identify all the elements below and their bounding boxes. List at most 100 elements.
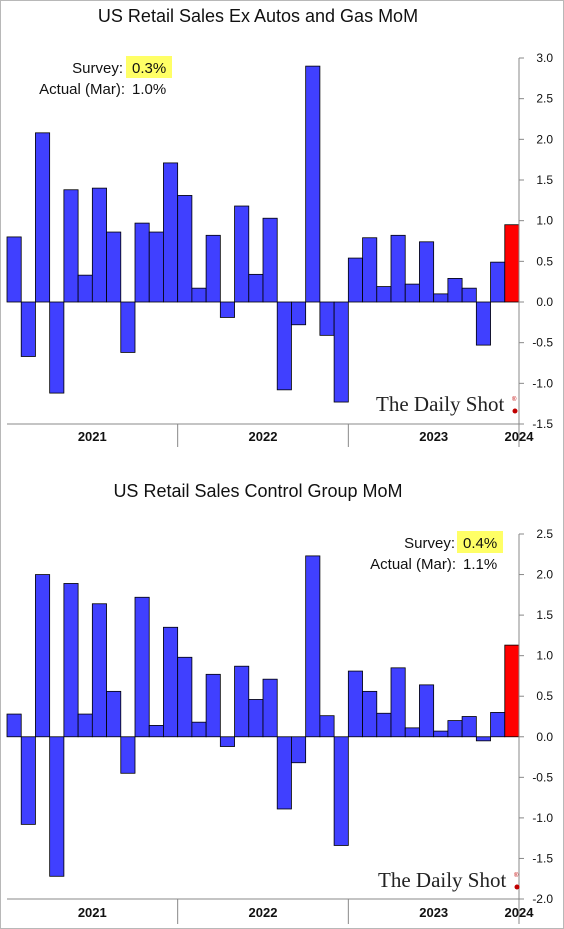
year-label: 2023 [419, 429, 448, 444]
logo-text: The Daily Shot [378, 868, 506, 892]
registered-mark: ® [514, 872, 519, 879]
bar [248, 699, 264, 738]
bar [461, 287, 477, 303]
bar [433, 730, 449, 738]
bar [433, 293, 449, 303]
bar [376, 712, 392, 738]
bar [276, 301, 292, 391]
bar [490, 261, 506, 303]
y-tick-label: -1.0 [532, 811, 553, 825]
y-tick-label: 2.0 [536, 568, 553, 582]
bar [291, 736, 307, 764]
bar [447, 278, 463, 303]
bar [91, 187, 107, 303]
survey-highlight [126, 56, 172, 78]
year-label: 2021 [78, 905, 107, 920]
logo: The Daily Shot ® [378, 868, 520, 892]
bar [319, 301, 335, 336]
bar [248, 273, 264, 303]
bar [447, 720, 463, 738]
bar [163, 626, 179, 738]
bar [234, 205, 250, 303]
bar [205, 234, 221, 303]
y-tick-label: 0.0 [536, 295, 553, 309]
bar [177, 656, 193, 738]
survey-value: 0.3% [132, 60, 166, 77]
bar [404, 727, 420, 738]
bar [148, 231, 164, 303]
bar [276, 736, 292, 810]
bar [205, 673, 221, 738]
year-label: 2021 [78, 429, 107, 444]
logo-dot-icon [514, 884, 520, 890]
bar [219, 736, 235, 747]
y-tick-label: -1.5 [532, 417, 553, 431]
year-label: 2023 [419, 905, 448, 920]
y-tick-label: -0.5 [532, 336, 553, 350]
bar [35, 574, 51, 738]
y-tick-label: -1.0 [532, 376, 553, 390]
y-tick-label: 2.0 [536, 132, 553, 146]
bar [376, 286, 392, 303]
survey-highlight [457, 531, 503, 553]
y-tick-label: 1.0 [536, 649, 553, 663]
bar [390, 667, 406, 738]
logo-dot-icon [512, 408, 518, 414]
bar [390, 234, 406, 303]
bar [490, 712, 506, 738]
chart-control-group: US Retail Sales Control Group MoM 2.5 2.0… [6, 481, 553, 924]
bar [419, 241, 435, 303]
bar [120, 736, 136, 774]
bar [134, 222, 150, 303]
bar [475, 736, 491, 742]
year-label: 2022 [249, 429, 278, 444]
chart-ex-autos-gas: US Retail Sales Ex Autos and Gas MoM 3.0… [6, 6, 553, 447]
bar [234, 665, 250, 738]
y-tick-label: 0.0 [536, 730, 553, 744]
bar [262, 678, 278, 738]
bar [91, 603, 107, 738]
bar [362, 690, 378, 738]
bar [419, 684, 435, 738]
plot-area: 3.0 2.5 2.0 1.5 1.0 0.5 0.0 -0.5 -1.0 -1.5 2021 202… [6, 51, 553, 447]
bar [362, 237, 378, 303]
bar [106, 231, 122, 303]
bar [504, 644, 520, 738]
logo-text: The Daily Shot [376, 392, 504, 416]
bar [333, 736, 349, 846]
bar [63, 583, 79, 738]
bar [305, 65, 321, 303]
y-tick-label: -1.5 [532, 851, 553, 865]
bar [77, 274, 93, 303]
bar [6, 236, 22, 303]
bar [191, 287, 207, 303]
plot-area: 2.5 2.0 1.5 1.0 0.5 0.0 -0.5 -1.0 -1.5 -2.0 2021 20… [6, 527, 553, 924]
survey-label: Survey: [404, 535, 455, 552]
bar [461, 716, 477, 738]
survey-label: Survey: [72, 60, 123, 77]
bar [163, 162, 179, 303]
y-tick-label: 2.5 [536, 527, 553, 541]
bar [106, 690, 122, 738]
bar [6, 713, 22, 738]
actual-value: 1.0% [132, 81, 166, 98]
survey-value: 0.4% [463, 535, 497, 552]
bar [49, 301, 65, 394]
y-tick-label: -0.5 [532, 770, 553, 784]
bar [148, 725, 164, 738]
bar [262, 217, 278, 303]
y-tick-label: 1.5 [536, 608, 553, 622]
actual-label: Actual (Mar): [370, 556, 456, 573]
bar [347, 257, 363, 303]
bar [291, 301, 307, 326]
survey-box: Survey: 0.3% Actual (Mar): 1.0% [39, 56, 172, 98]
bar [35, 132, 51, 303]
y-tick-label: 3.0 [536, 51, 553, 65]
year-label: 2022 [249, 905, 278, 920]
chart-title: US Retail Sales Ex Autos and Gas MoM [98, 6, 418, 26]
actual-value: 1.1% [463, 556, 497, 573]
bar [120, 301, 136, 353]
y-tick-label: 1.5 [536, 173, 553, 187]
bar [347, 670, 363, 738]
bar [475, 301, 491, 346]
